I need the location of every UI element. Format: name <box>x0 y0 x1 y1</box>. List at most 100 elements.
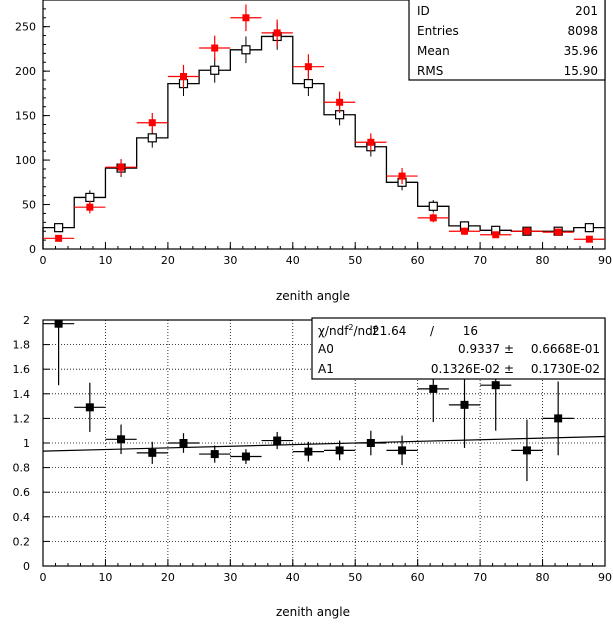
stats-label: Entries <box>417 24 459 38</box>
top-x-tick-label: 0 <box>40 254 47 267</box>
stats-label: Mean <box>417 44 450 58</box>
top-y-tick-label: 100 <box>15 154 36 167</box>
hist-open-square-point <box>241 45 251 55</box>
ratio-filled-square-point <box>179 439 188 447</box>
stats-value: 201 <box>575 4 598 18</box>
ratio-filled-square-point <box>85 403 94 412</box>
chi2-separator: / <box>430 324 435 338</box>
ratio-filled-square-point <box>210 450 219 459</box>
bottom-x-tick-label: 80 <box>536 571 550 584</box>
red-filled-square-point <box>180 72 187 80</box>
red-filled-square-point <box>461 227 468 235</box>
fit-param-value: 0.1326E-02 <box>431 362 500 376</box>
ratio-filled-square-point <box>491 381 500 390</box>
hist-open-square-point <box>147 133 157 143</box>
top-x-tick-label: 10 <box>98 254 112 267</box>
ratio-filled-square-point <box>366 439 375 447</box>
hist-open-square-point <box>428 201 438 211</box>
bottom-y-tick-label: 1 <box>23 437 30 450</box>
bottom-y-tick-label: 1.8 <box>13 339 31 352</box>
stats-label: ID <box>417 4 430 18</box>
red-filled-square-point <box>398 172 406 180</box>
bottom-x-tick-label: 0 <box>40 571 47 584</box>
bottom-x-tick-label: 60 <box>411 571 425 584</box>
bottom-y-tick-label: 1.2 <box>13 412 31 425</box>
ratio-filled-square-point <box>148 448 157 457</box>
top-x-tick-label: 50 <box>348 254 362 267</box>
bottom-x-tick-label: 70 <box>473 571 487 584</box>
bottom-y-tick-label: 0.4 <box>13 511 31 524</box>
top-y-tick-label: 0 <box>29 243 36 256</box>
top-x-tick-label: 90 <box>598 254 612 267</box>
bottom-y-tick-label: 0 <box>23 560 30 573</box>
hist-open-square-point <box>54 223 64 233</box>
stats-label: RMS <box>417 64 443 78</box>
red-filled-square-point <box>148 119 156 127</box>
top-histogram-panel: 0 10 20 30 40 50 60 70 80 90 0 50 100 150 200 250 ID 201… <box>15 0 612 303</box>
hist-open-square-point <box>303 78 313 89</box>
red-filled-square-point <box>492 231 500 239</box>
hist-open-square-point <box>584 223 594 233</box>
red-filled-square-point <box>585 235 593 243</box>
top-x-tick-label: 80 <box>536 254 550 267</box>
stats-value: 35.96 <box>564 44 598 58</box>
bottom-ratio-panel: 0 10 20 30 40 50 60 70 80 90 0 0.2 0.4 0.6 0.8 1 1.2 1.4 1… <box>13 314 613 619</box>
bottom-x-tick-label: 90 <box>598 571 612 584</box>
fit-param-label: A1 <box>318 362 334 376</box>
fit-line <box>42 435 606 452</box>
red-filled-square-point <box>429 214 437 222</box>
ratio-filled-square-point <box>304 447 313 456</box>
bottom-y-tick-label: 0.6 <box>13 486 31 499</box>
red-filled-square-point <box>523 227 531 235</box>
bottom-y-tick-label: 1.6 <box>13 363 31 376</box>
ratio-filled-square-point <box>241 452 250 461</box>
top-x-tick-label: 20 <box>161 254 175 267</box>
bottom-x-axis-label: zenith angle <box>276 605 350 619</box>
top-x-tick-label: 40 <box>286 254 300 267</box>
bottom-x-tick-label: 20 <box>161 571 175 584</box>
red-filled-square-point <box>367 138 375 146</box>
bottom-x-tick-label: 40 <box>286 571 300 584</box>
fit-param-error: 0.6668E-01 <box>531 342 600 356</box>
fit-param-pm: ± <box>504 362 514 376</box>
ratio-filled-square-point <box>54 319 63 328</box>
top-x-tick-label: 30 <box>223 254 237 267</box>
stats-value: 15.90 <box>564 64 598 78</box>
bottom-y-tick-label: 2 <box>23 314 30 327</box>
ratio-filled-square-point <box>429 384 438 393</box>
top-x-axis-label: zenith angle <box>276 289 350 303</box>
bottom-y-tick-label: 0.8 <box>13 462 31 475</box>
fit-param-value: 0.9337 <box>458 342 500 356</box>
stats-box: ID 201 Entries 8098 Mean 35.96 RMS 15.90 <box>408 0 606 81</box>
ndf-value: 16 <box>463 324 478 338</box>
bottom-x-tick-label: 30 <box>223 571 237 584</box>
fit-param-label: A0 <box>318 342 334 356</box>
top-x-tick-label: 70 <box>473 254 487 267</box>
ratio-filled-square-point <box>273 436 282 445</box>
bottom-x-tick-label: 50 <box>348 571 362 584</box>
ratio-filled-square-point <box>398 446 407 455</box>
bottom-x-tick-label: 10 <box>98 571 112 584</box>
red-filled-square-point <box>304 63 312 71</box>
ratio-filled-square-point <box>335 446 344 455</box>
red-filled-square-point <box>242 14 250 22</box>
bottom-y-tick-label: 0.2 <box>13 535 31 548</box>
red-filled-square-point <box>554 228 562 236</box>
ratio-filled-square-point <box>460 400 469 409</box>
red-filled-square-point <box>273 29 281 37</box>
red-filled-square-point <box>86 203 94 211</box>
chi2-value: 21.64 <box>372 324 406 338</box>
top-y-tick-label: 200 <box>15 65 36 78</box>
top-y-tick-label: 150 <box>15 110 36 123</box>
top-x-tick-label: 60 <box>411 254 425 267</box>
bottom-y-tick-label: 1.4 <box>13 388 31 401</box>
red-filled-square-point <box>211 44 219 52</box>
stats-value: 8098 <box>567 24 598 38</box>
ratio-filled-square-point <box>117 435 126 444</box>
top-y-tick-label: 50 <box>22 199 36 212</box>
top-y-tick-label: 250 <box>15 21 36 34</box>
red-filled-square-point <box>336 98 344 106</box>
chi2-label: χ/ndf2/ndf <box>318 323 378 338</box>
hist-open-square-point <box>85 192 95 203</box>
